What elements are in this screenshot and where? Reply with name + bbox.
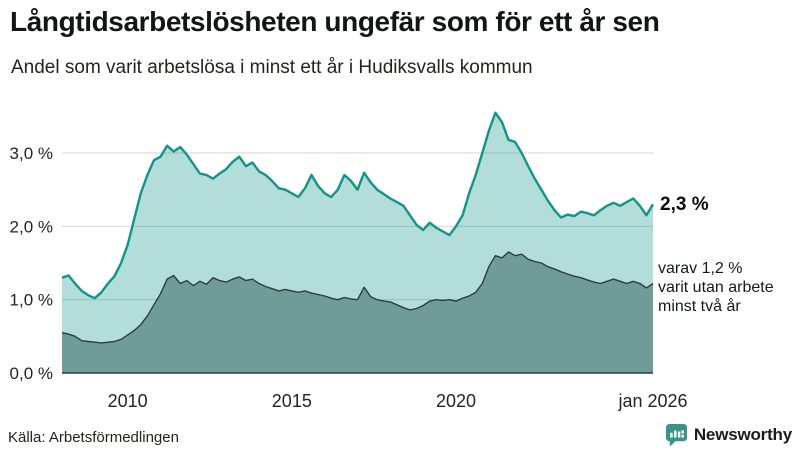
chart-title: Långtidsarbetslösheten ungefär som för e… [10, 6, 660, 37]
x-axis-labels: 2010 2015 2020 jan 2026 [108, 391, 688, 411]
annotation-secondary: varav 1,2 % varit utan arbete minst två … [658, 259, 774, 316]
line-unemployed-one-year [61, 111, 655, 300]
annotation-secondary-line3: minst två år [658, 298, 741, 315]
newsworthy-icon [665, 423, 687, 447]
x-tick-label: 2010 [108, 391, 148, 411]
newsworthy-wordmark: Newsworthy [693, 425, 792, 444]
y-tick-label: 2,0 % [10, 217, 53, 236]
line-unemployed-two-years [61, 251, 654, 344]
x-tick-label: 2015 [272, 391, 312, 411]
area-unemployed-two-years [62, 252, 653, 373]
y-tick-label: 1,0 % [10, 291, 53, 310]
newsworthy-logo: Newsworthy [665, 423, 792, 447]
chart-subtitle: Andel som varit arbetslösa i minst ett å… [11, 57, 533, 78]
annotation-secondary-line1: varav 1,2 % [658, 260, 743, 277]
annotation-secondary-line2: varit utan arbete [658, 279, 774, 296]
y-tick-label: 3,0 % [10, 144, 53, 163]
source-note: Källa: Arbetsförmedlingen [8, 429, 179, 446]
annotation-latest-total: 2,3 % [660, 194, 709, 215]
y-axis-labels: 0,0 % 1,0 % 2,0 % 3,0 % [10, 144, 53, 383]
x-tick-label: 2020 [436, 391, 476, 411]
x-tick-label: jan 2026 [617, 391, 687, 411]
y-tick-label: 0,0 % [10, 364, 53, 383]
